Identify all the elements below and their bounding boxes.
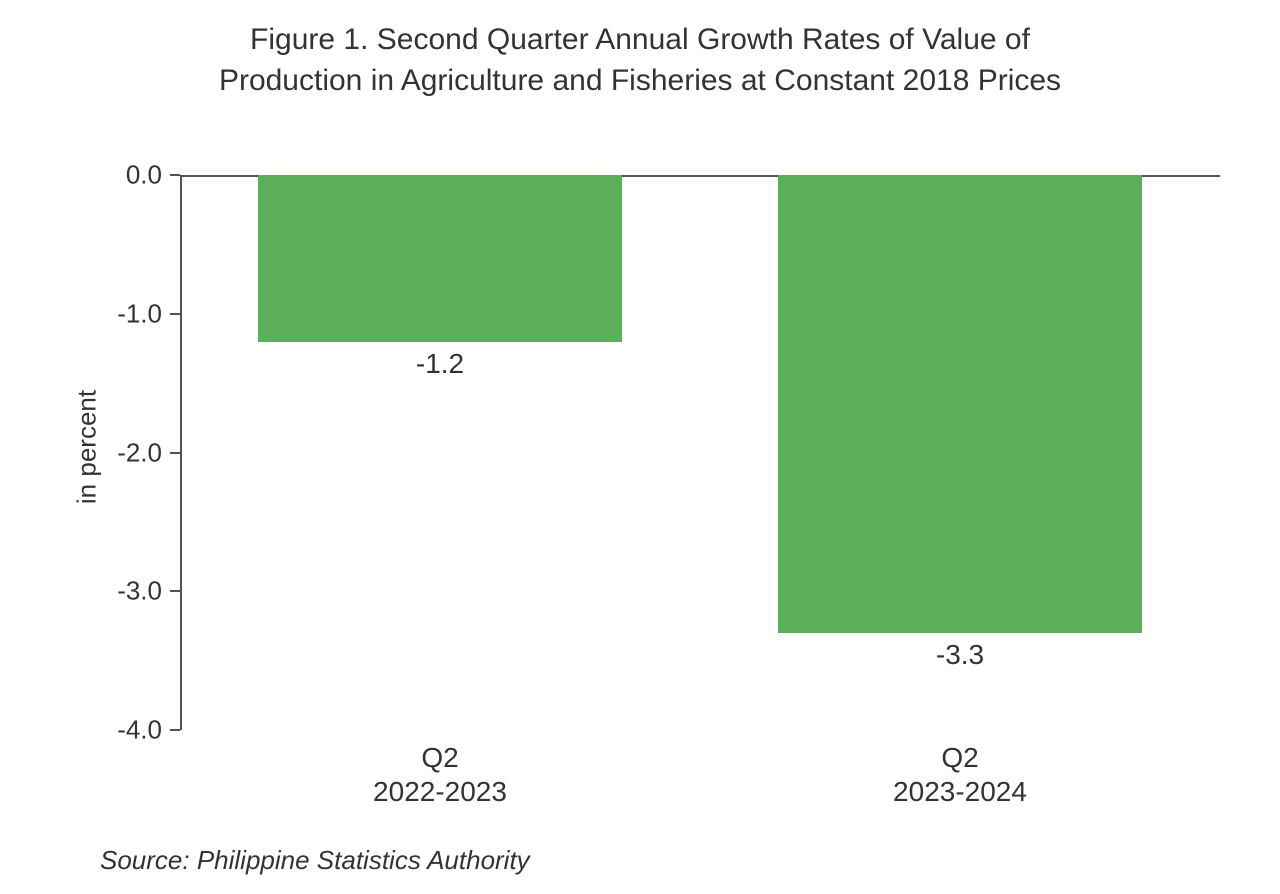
y-tick (170, 174, 180, 176)
y-tick (170, 729, 180, 731)
y-axis-line (180, 175, 182, 730)
y-tick (170, 590, 180, 592)
source-caption: Source: Philippine Statistics Authority (100, 845, 530, 876)
y-axis-label: in percent (72, 390, 103, 504)
chart-title-line-1: Figure 1. Second Quarter Annual Growth R… (250, 23, 1030, 56)
plot-area: 0.0-1.0-2.0-3.0-4.0-1.2Q22022-2023-3.3Q2… (180, 175, 1220, 730)
figure: Figure 1. Second Quarter Annual Growth R… (0, 0, 1280, 894)
x-tick-label-line-1: Q2 (860, 742, 1060, 774)
chart-title-line-2: Production in Agriculture and Fisheries … (219, 64, 1061, 97)
bar (778, 175, 1142, 633)
y-tick (170, 313, 180, 315)
bar-value-label: -1.2 (340, 348, 540, 380)
y-tick-label: -1.0 (117, 298, 162, 329)
y-tick (170, 452, 180, 454)
y-tick-label: -2.0 (117, 437, 162, 468)
x-tick-label-line-2: 2022-2023 (340, 776, 540, 808)
y-tick-label: -3.0 (117, 576, 162, 607)
bar (258, 175, 622, 342)
x-tick-label-line-2: 2023-2024 (860, 776, 1060, 808)
bar-value-label: -3.3 (860, 639, 1060, 671)
y-tick-label: 0.0 (126, 160, 162, 191)
y-tick-label: -4.0 (117, 715, 162, 746)
chart-title: Figure 1. Second Quarter Annual Growth R… (0, 20, 1280, 101)
x-tick-label-line-1: Q2 (340, 742, 540, 774)
